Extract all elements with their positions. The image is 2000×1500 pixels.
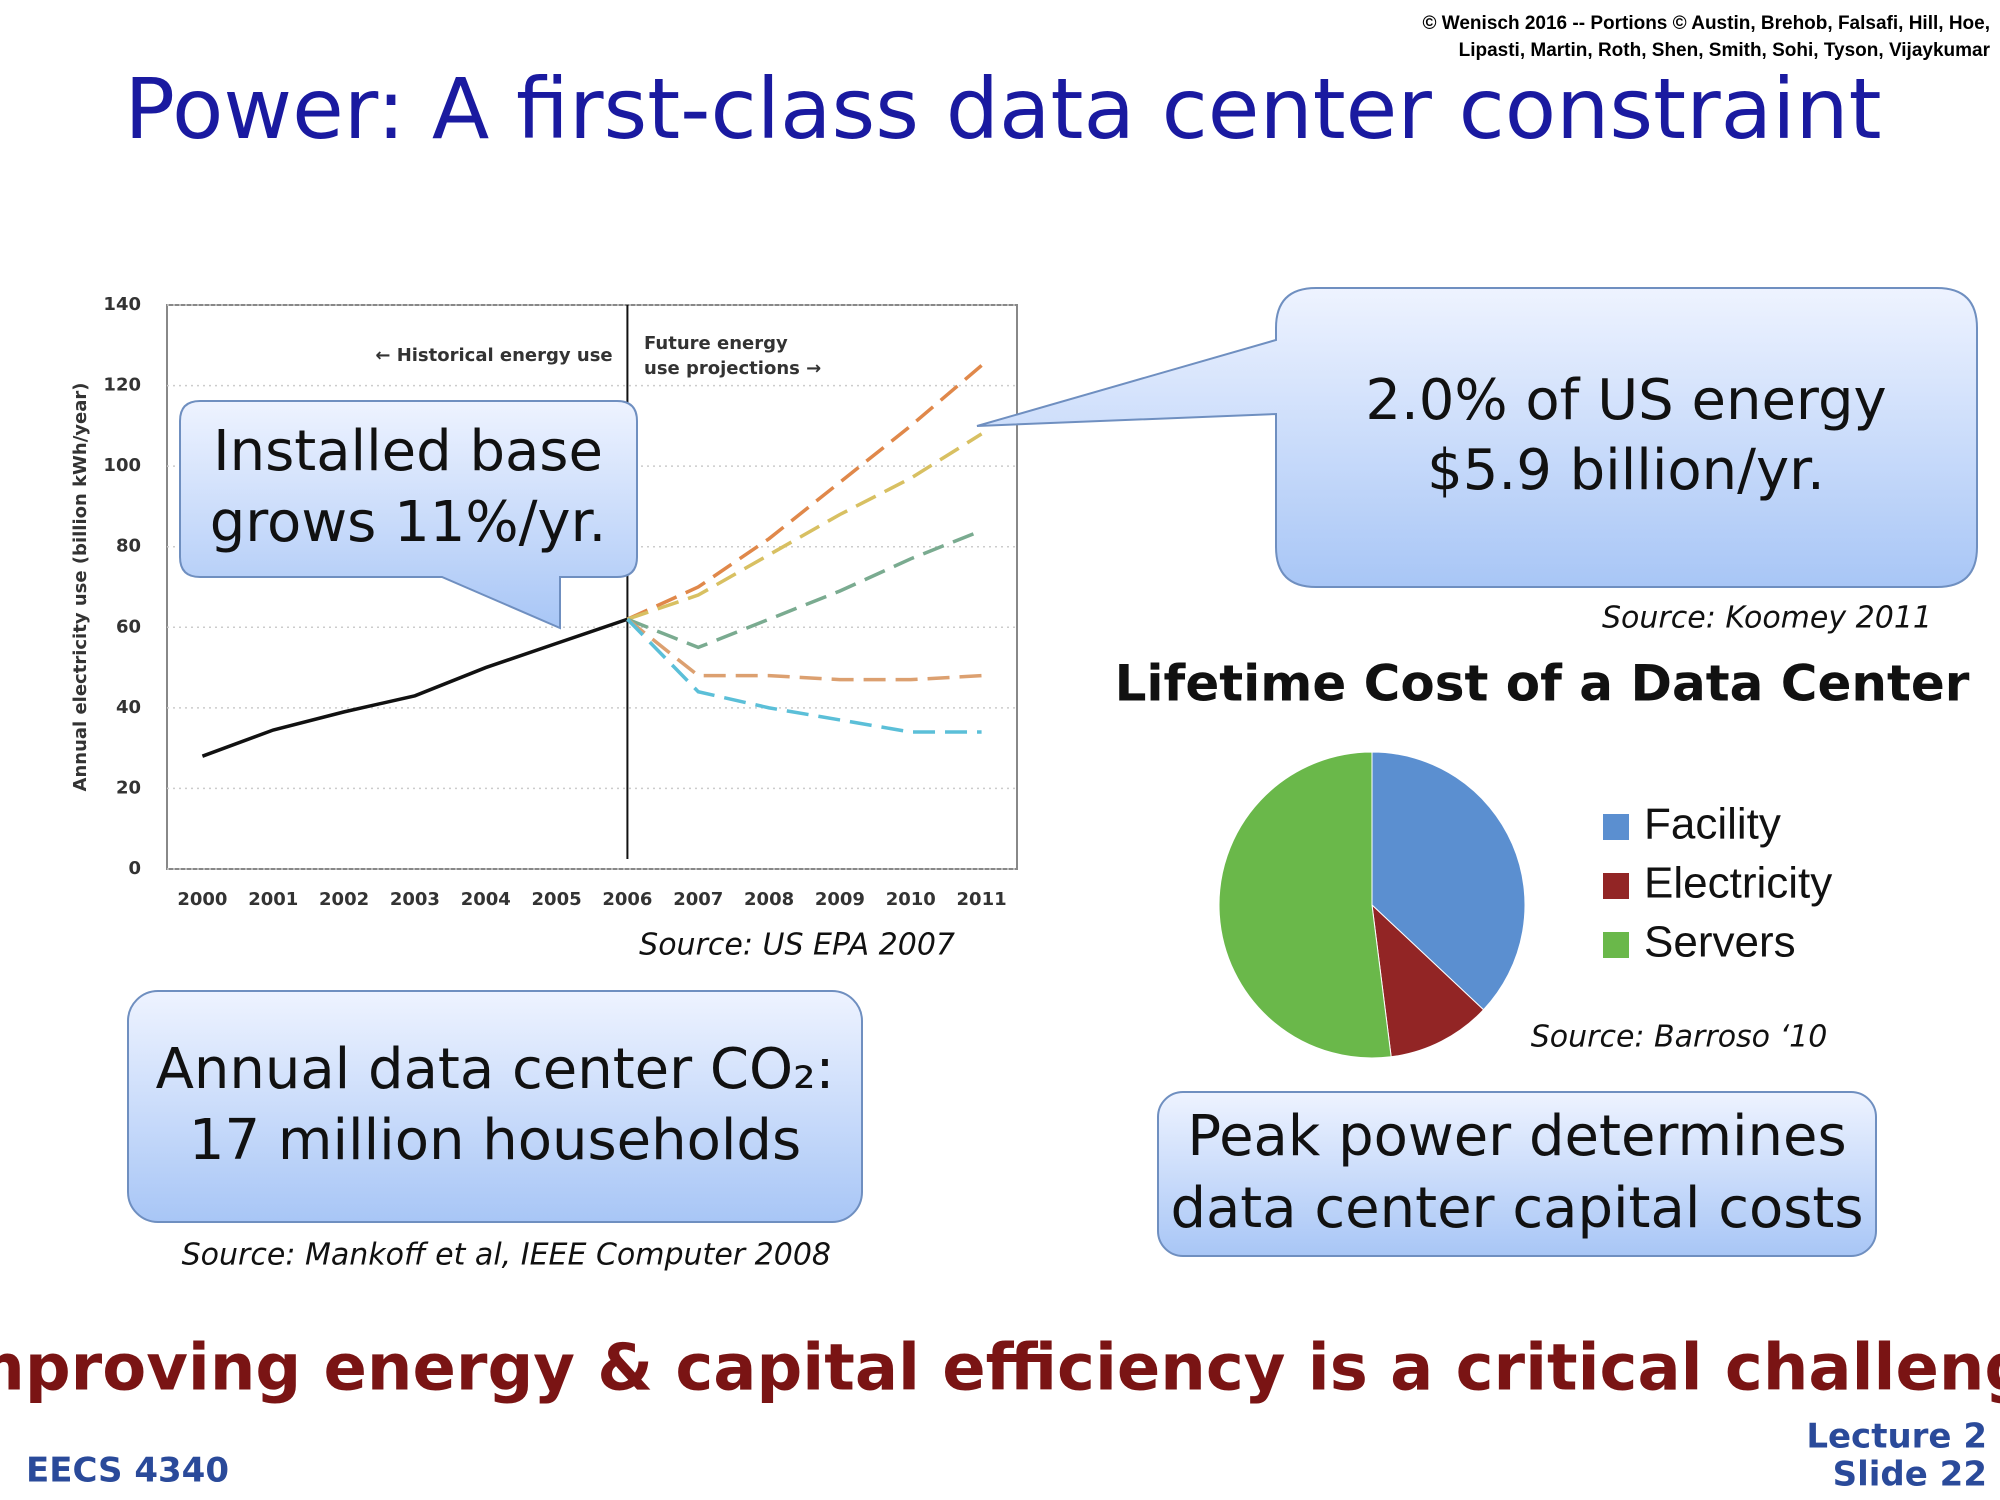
line-chart: Annual electricity use (billion kWh/year… — [70, 294, 1018, 910]
x-tick-label: 2008 — [744, 889, 794, 910]
x-tick-label: 2004 — [461, 889, 511, 910]
legend-swatch — [1603, 873, 1629, 899]
slide-number: Slide 22 — [1833, 1455, 1987, 1495]
x-tick-label: 2006 — [602, 889, 652, 910]
callout-text: grows 11%/yr. — [210, 490, 607, 555]
pie-slice — [1371, 903, 1485, 1058]
x-tick-label: 2000 — [177, 889, 227, 910]
source: Source: US EPA 2007 — [639, 928, 955, 963]
annotation: use projections → — [644, 358, 821, 379]
legend-label: Servers — [1644, 918, 1796, 967]
legend-swatch — [1603, 814, 1629, 840]
y-tick-label: 40 — [116, 697, 141, 718]
headline: Improving energy & capital efficiency is… — [0, 1332, 2000, 1406]
callout-text: $5.9 billion/yr. — [1427, 438, 1825, 503]
callout-text: data center capital costs — [1170, 1176, 1863, 1241]
x-tick-label: 2009 — [815, 889, 865, 910]
y-tick-label: 80 — [116, 536, 141, 557]
copyright: Lipasti, Martin, Roth, Shen, Smith, Sohi… — [1459, 40, 1991, 61]
x-tick-label: 2011 — [957, 889, 1007, 910]
pie-title: Lifetime Cost of a Data Center — [1115, 655, 1970, 713]
callout-text: 17 million households — [189, 1108, 801, 1173]
x-tick-label: 2003 — [390, 889, 440, 910]
lecture: Lecture 2 — [1806, 1417, 1987, 1457]
copyright: © Wenisch 2016 -- Portions © Austin, Bre… — [1423, 13, 1991, 34]
series-line — [201, 617, 628, 758]
x-tick-label: 2007 — [673, 889, 723, 910]
pie-chart: Facility Electricity Servers — [1218, 751, 1832, 1059]
source: Source: Mankoff et al, IEEE Computer 200… — [182, 1238, 831, 1273]
plot-frame — [166, 304, 1018, 870]
annotation: ← Historical energy use — [375, 345, 612, 366]
y-tick-label: 0 — [128, 858, 141, 879]
callout — [1157, 1091, 1877, 1257]
course: EECS 4340 — [26, 1451, 229, 1491]
callout — [179, 400, 638, 630]
y-axis-label: Annual electricity use (billion kWh/year… — [70, 383, 91, 792]
y-tick-label: 20 — [116, 777, 141, 798]
callout — [976, 287, 1978, 588]
x-tick-label: 2010 — [886, 889, 936, 910]
callout-text: Peak power determines — [1187, 1104, 1846, 1169]
y-tick-label: 100 — [103, 455, 141, 476]
callout — [127, 990, 863, 1223]
x-tick-label: 2005 — [532, 889, 582, 910]
x-tick-label: 2002 — [319, 889, 369, 910]
callout-text: Installed base — [213, 419, 603, 484]
y-tick-label: 120 — [103, 375, 141, 396]
source: Source: Barroso ‘10 — [1531, 1020, 1828, 1055]
legend-label: Facility — [1644, 800, 1781, 849]
pie-slice — [1218, 751, 1392, 1059]
series-line — [626, 432, 983, 621]
y-tick-label: 140 — [103, 294, 141, 315]
annotation: Future energy — [644, 333, 788, 354]
legend-swatch — [1603, 932, 1629, 958]
source: Source: Koomey 2011 — [1602, 601, 1932, 636]
series-line — [626, 617, 982, 682]
pie-slice — [1371, 751, 1526, 1011]
y-tick-label: 60 — [116, 616, 141, 637]
slide-title: Power: A first-class data center constra… — [124, 60, 1881, 158]
legend-label: Electricity — [1644, 859, 1832, 908]
series-line — [626, 618, 982, 734]
x-tick-label: 2001 — [248, 889, 298, 910]
callout-text: Annual data center CO₂: — [156, 1037, 835, 1102]
series-line — [626, 364, 983, 621]
callout-text: 2.0% of US energy — [1365, 368, 1886, 433]
